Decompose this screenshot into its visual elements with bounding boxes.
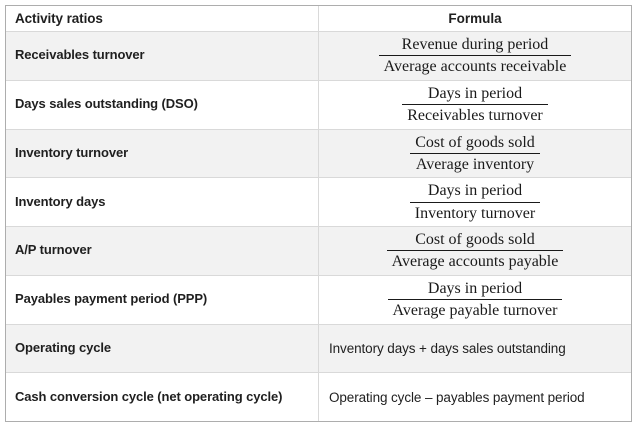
formula-cell: Days in period Receivables turnover	[319, 81, 631, 129]
fraction-denominator: Receivables turnover	[407, 107, 543, 125]
fraction-denominator: Average payable turnover	[392, 302, 558, 320]
table-header-row: Activity ratios Formula	[6, 6, 631, 32]
ratio-name: Days sales outstanding (DSO)	[6, 80, 319, 129]
formula-fraction: Days in period Average payable turnover	[387, 279, 563, 320]
formula-fraction: Days in period Receivables turnover	[402, 84, 548, 125]
fraction-numerator: Days in period	[387, 279, 563, 301]
formula-cell: Revenue during period Average accounts r…	[319, 32, 631, 80]
table-row: Cash conversion cycle (net operating cyc…	[6, 373, 631, 421]
ratio-name: Cash conversion cycle (net operating cyc…	[6, 373, 319, 421]
table-row: Days sales outstanding (DSO) Days in per…	[6, 80, 631, 130]
table-row: A/P turnover Cost of goods sold Average …	[6, 227, 631, 276]
table-row: Operating cycle Inventory days + days sa…	[6, 324, 631, 374]
ratio-name: Payables payment period (PPP)	[6, 275, 319, 324]
column-header-activity-ratios: Activity ratios	[6, 6, 319, 31]
formula-fraction: Days in period Inventory turnover	[409, 181, 541, 222]
ratio-name: Inventory days	[6, 178, 319, 226]
formula-text: Inventory days + days sales outstanding	[329, 340, 566, 356]
column-header-formula: Formula	[448, 11, 502, 26]
table-body: Receivables turnover Revenue during peri…	[6, 32, 631, 421]
table-row: Inventory days Days in period Inventory …	[6, 178, 631, 227]
fraction-denominator: Inventory turnover	[414, 204, 536, 222]
formula-text: Operating cycle – payables payment perio…	[329, 389, 585, 405]
ratio-name: Inventory turnover	[6, 129, 319, 178]
formula-cell: Operating cycle – payables payment perio…	[319, 373, 631, 421]
ratio-name: Receivables turnover	[6, 32, 319, 80]
fraction-numerator: Days in period	[409, 181, 541, 203]
table-row: Payables payment period (PPP) Days in pe…	[6, 275, 631, 325]
fraction-denominator: Average accounts receivable	[383, 58, 567, 76]
formula-fraction: Cost of goods sold Average inventory	[410, 133, 540, 174]
table-row: Receivables turnover Revenue during peri…	[6, 32, 631, 81]
formula-cell: Cost of goods sold Average inventory	[319, 130, 631, 178]
ratio-name: Operating cycle	[6, 324, 319, 373]
formula-cell: Days in period Average payable turnover	[319, 276, 631, 324]
formula-cell: Days in period Inventory turnover	[319, 178, 631, 226]
fraction-numerator: Cost of goods sold	[410, 133, 540, 154]
fraction-denominator: Average accounts payable	[391, 253, 559, 271]
formula-cell: Inventory days + days sales outstanding	[319, 325, 631, 373]
fraction-denominator: Average inventory	[415, 155, 535, 173]
ratio-name: A/P turnover	[6, 227, 319, 275]
fraction-numerator: Days in period	[402, 84, 548, 106]
fraction-numerator: Cost of goods sold	[386, 230, 564, 252]
fraction-numerator: Revenue during period	[378, 35, 572, 57]
table-row: Inventory turnover Cost of goods sold Av…	[6, 129, 631, 179]
formula-cell: Cost of goods sold Average accounts paya…	[319, 227, 631, 275]
formula-fraction: Cost of goods sold Average accounts paya…	[386, 230, 564, 271]
activity-ratios-table: Activity ratios Formula Receivables turn…	[5, 5, 632, 422]
formula-fraction: Revenue during period Average accounts r…	[378, 35, 572, 76]
